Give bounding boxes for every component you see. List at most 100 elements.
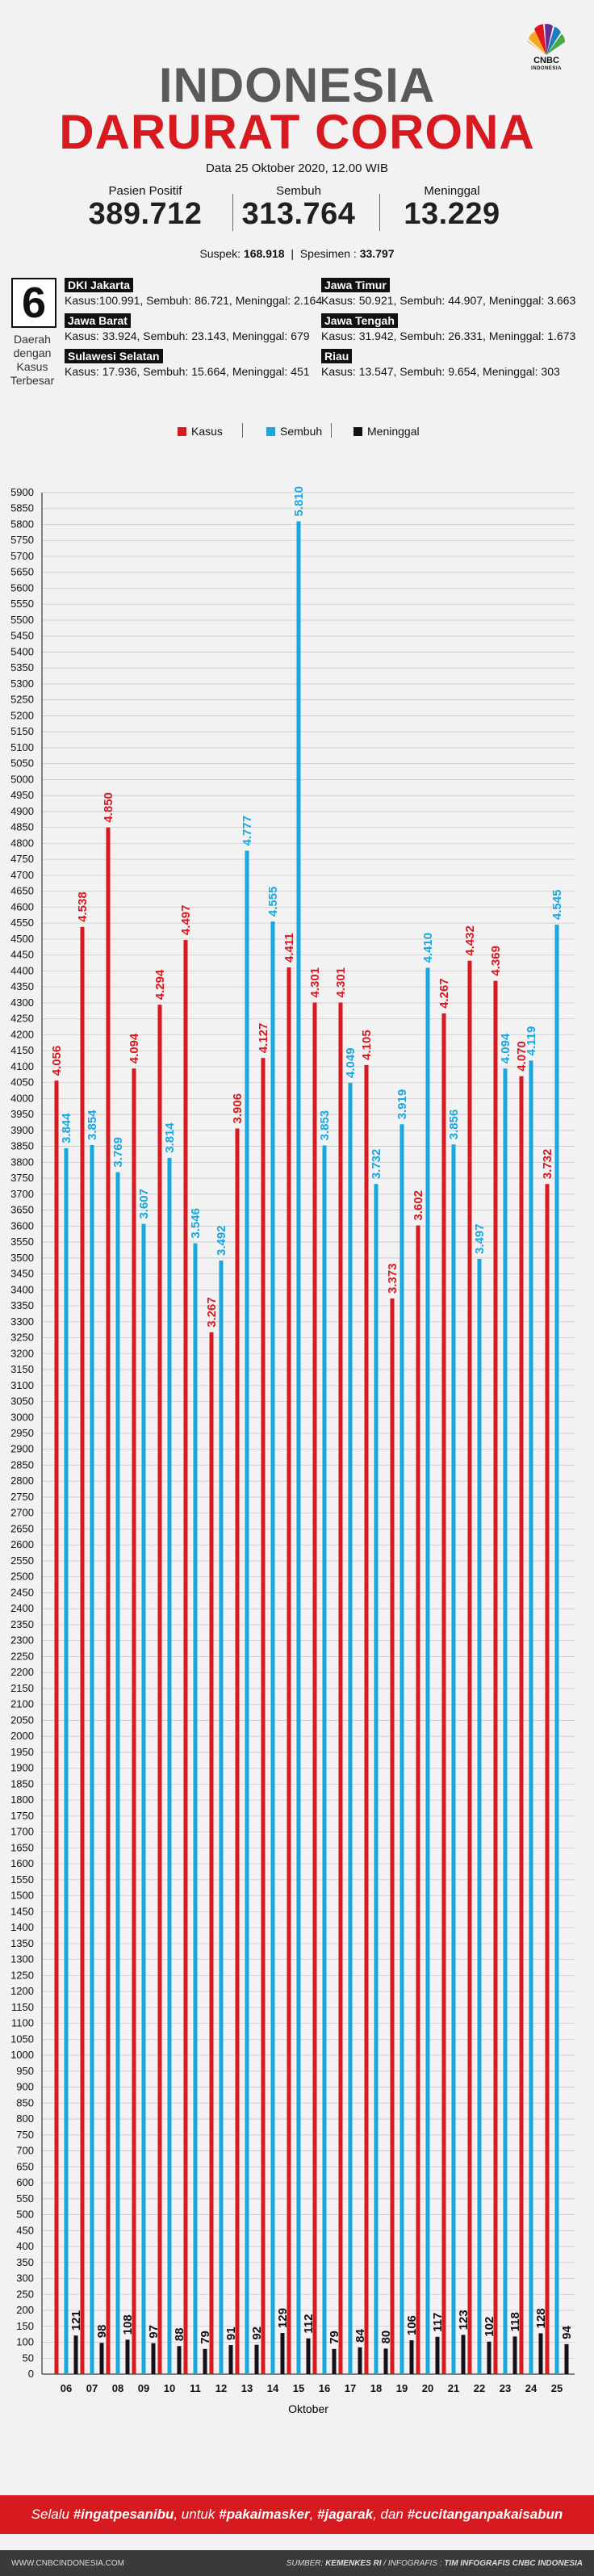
- y-tick-label: 300: [16, 2272, 34, 2284]
- y-tick-label: 1250: [10, 1969, 34, 1981]
- y-tick-label: 5100: [10, 741, 34, 753]
- legend-swatch: [266, 427, 275, 436]
- spesimen-label: Spesimen :: [299, 247, 357, 260]
- region-stats: Kasus: 17.936, Sembuh: 15.664, Meninggal…: [65, 365, 310, 378]
- region-name: Jawa Tengah: [321, 313, 398, 328]
- bar-meninggal: [125, 2339, 130, 2374]
- stat-label: Meninggal: [424, 184, 480, 198]
- region-stats: Kasus: 13.547, Sembuh: 9.654, Meninggal:…: [321, 365, 560, 378]
- data-label-meninggal: 80: [379, 2331, 393, 2344]
- stat-meninggal: Meninggal 13.229: [387, 184, 517, 230]
- peacock-icon: [527, 23, 566, 55]
- bar-sembuh: [115, 1172, 120, 2374]
- bar-sembuh: [451, 1144, 456, 2374]
- y-tick-label: 1500: [10, 1890, 34, 1902]
- y-tick-label: 4600: [10, 900, 34, 913]
- bar-meninggal: [332, 2348, 337, 2374]
- data-label-sembuh: 3.856: [447, 1110, 461, 1140]
- data-label-kasus: 3.267: [205, 1297, 219, 1328]
- y-tick-label: 4050: [10, 1076, 34, 1089]
- region-item: Jawa Tengah Kasus: 31.942, Sembuh: 26.33…: [321, 313, 575, 342]
- bar-sembuh: [296, 521, 301, 2374]
- bar-meninggal: [487, 2341, 492, 2374]
- y-tick-label: 4300: [10, 996, 34, 1009]
- chart-legend: Kasus Sembuh Meninggal: [0, 420, 594, 439]
- data-label-sembuh: 3.546: [189, 1208, 203, 1239]
- stat-value: 13.229: [404, 197, 500, 231]
- y-tick-label: 2300: [10, 1634, 34, 1647]
- data-label-kasus: 4.267: [437, 978, 451, 1009]
- data-label-kasus: 4.369: [489, 946, 503, 976]
- bar-sembuh: [245, 850, 249, 2374]
- bar-sembuh: [529, 1060, 533, 2374]
- y-tick-label: 4750: [10, 853, 34, 865]
- bar-sembuh: [503, 1068, 508, 2374]
- y-tick-label: 50: [23, 2352, 34, 2364]
- y-tick-label: 2850: [10, 1458, 34, 1471]
- y-tick-label: 100: [16, 2336, 34, 2348]
- data-label-kasus: 4.094: [128, 1033, 141, 1064]
- data-label-sembuh: 4.777: [241, 816, 254, 846]
- bar-kasus: [467, 960, 472, 2374]
- bar-kasus: [209, 1332, 214, 2374]
- legend-item-meninggal: Meninggal: [353, 425, 420, 438]
- data-label-sembuh: 4.555: [266, 887, 280, 917]
- data-label-kasus: 4.301: [308, 967, 322, 998]
- y-tick-label: 2900: [10, 1443, 34, 1455]
- data-label-sembuh: 3.732: [370, 1149, 383, 1180]
- y-tick-label: 250: [16, 2288, 34, 2300]
- y-tick-label: 2450: [10, 1586, 34, 1598]
- x-tick-label: 17: [345, 2382, 356, 2394]
- y-tick-label: 2600: [10, 1538, 34, 1550]
- data-label-sembuh: 4.094: [499, 1033, 512, 1064]
- campaign-banner: Selalu #ingatpesanibu, untuk #pakaimaske…: [0, 2495, 594, 2534]
- y-tick-label: 800: [16, 2112, 34, 2125]
- y-tick-label: 4350: [10, 980, 34, 992]
- bar-kasus: [80, 926, 85, 2374]
- divider: [232, 194, 233, 231]
- data-label-sembuh: 3.769: [111, 1137, 125, 1168]
- y-tick-label: 3600: [10, 1219, 34, 1231]
- y-tick-label: 5400: [10, 645, 34, 657]
- x-tick-label: 07: [86, 2382, 98, 2394]
- y-tick-label: 5700: [10, 550, 34, 562]
- y-tick-label: 5750: [10, 534, 34, 546]
- region-stats: Kasus: 33.924, Sembuh: 23.143, Meninggal…: [65, 329, 310, 342]
- y-tick-label: 5250: [10, 694, 34, 706]
- x-tick-label: 20: [422, 2382, 433, 2394]
- x-tick-label: 06: [61, 2382, 72, 2394]
- x-tick-label: 19: [396, 2382, 408, 2394]
- data-label-sembuh: 3.492: [215, 1225, 228, 1256]
- y-tick-label: 150: [16, 2320, 34, 2332]
- data-label-sembuh: 4.545: [550, 890, 564, 921]
- data-label-meninggal: 94: [560, 2326, 574, 2339]
- x-tick-label: 13: [241, 2382, 253, 2394]
- y-tick-label: 2700: [10, 1507, 34, 1519]
- y-tick-label: 4200: [10, 1028, 34, 1040]
- title-line2: DARURAT CORONA: [59, 105, 535, 159]
- bar-kasus: [312, 1002, 317, 2374]
- footer-source-name: KEMENKES RI: [325, 2559, 382, 2568]
- y-tick-label: 0: [28, 2368, 34, 2380]
- y-tick-label: 3850: [10, 1140, 34, 1152]
- y-tick-label: 5800: [10, 518, 34, 530]
- cnbc-logo: CNBC INDONESIA: [517, 23, 576, 71]
- y-tick-label: 3050: [10, 1395, 34, 1408]
- data-label-kasus: 4.105: [360, 1030, 374, 1060]
- data-label-meninggal: 84: [353, 2328, 367, 2342]
- data-label-meninggal: 121: [69, 2310, 83, 2331]
- y-tick-label: 650: [16, 2160, 34, 2172]
- y-tick-label: 4800: [10, 837, 34, 849]
- region-stats: Kasus:100.991, Sembuh: 86.721, Meninggal…: [65, 294, 323, 307]
- logo-text: CNBC: [533, 56, 559, 65]
- footer-website[interactable]: WWW.CNBCINDONESIA.COM: [11, 2559, 124, 2568]
- bar-kasus: [54, 1080, 59, 2374]
- y-tick-label: 2100: [10, 1698, 34, 1710]
- title-line1: INDONESIA: [158, 58, 436, 112]
- bar-meninggal: [538, 2333, 543, 2374]
- header: CNBC INDONESIA INDONESIA DARURAT CORONA …: [0, 0, 594, 266]
- data-label-meninggal: 106: [405, 2315, 419, 2335]
- y-tick-label: 2400: [10, 1602, 34, 1614]
- bar-kasus: [545, 1184, 550, 2374]
- legend-label: Meninggal: [367, 425, 420, 438]
